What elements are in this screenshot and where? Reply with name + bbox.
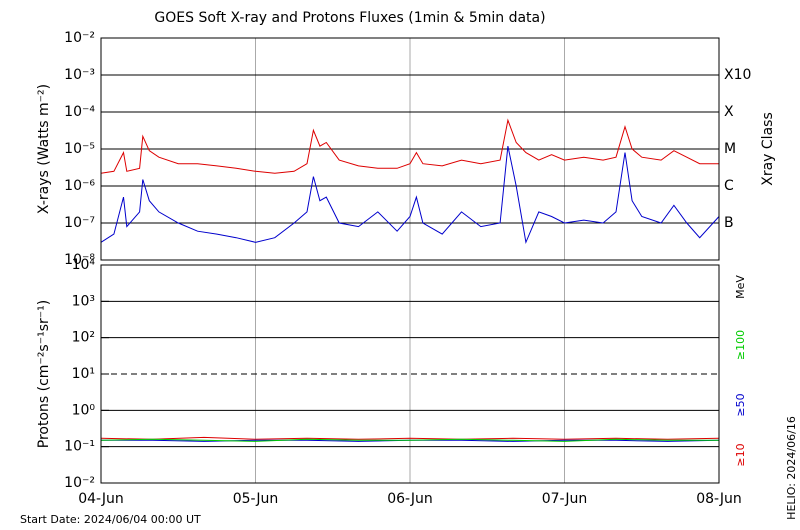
y-tick-label: 10⁻⁷ [64,215,95,231]
y2-tick-label: X10 [724,67,751,83]
series-line [100,145,720,245]
y-tick-label: 10² [72,330,95,346]
stamp: HELIO: 2024/06/16 [785,416,798,520]
chart-title: GOES Soft X-ray and Protons Fluxes (1min… [154,10,545,26]
plot-frame [100,264,720,484]
y-tick-label: 10⁻³ [64,67,95,83]
series-line [100,118,719,174]
x-tick-label: 04-Jun [78,491,124,507]
y-tick-label: 10⁻⁵ [64,141,95,157]
y-tick-label: 10⁰ [72,402,96,418]
y-tick-label: 10⁻¹ [64,439,95,455]
legend-label: ≥50 [734,393,747,416]
y-tick-label: 10⁻² [64,30,95,46]
series-line [100,436,720,440]
y-axis-title: Protons (cm⁻²s⁻¹sr⁻¹) [36,300,52,449]
series-line [100,438,719,442]
legend-label: ≥10 [734,443,747,466]
x-tick-label: 08-Jun [696,491,742,507]
x-tick-label: 07-Jun [542,491,588,507]
unit-label: MeV [734,275,747,299]
footer: Start Date: 2024/06/04 00:00 UT [20,513,201,526]
y-tick-label: 10⁻² [64,475,95,491]
y-axis-title: X-rays (Watts m⁻²) [36,84,52,214]
plot-frame [100,37,720,261]
y-tick-label: 10⁻⁶ [64,178,95,194]
y2-tick-label: M [724,141,736,157]
y2-axis-title: Xray Class [760,112,776,186]
x-tick-label: 05-Jun [233,491,279,507]
y2-tick-label: X [724,104,734,120]
y2-tick-label: B [724,215,734,231]
y-tick-label: 10⁴ [72,257,96,273]
y-tick-label: 10⁻⁸ [64,252,95,268]
x-tick-label: 06-Jun [387,491,433,507]
y-tick-label: 10⁻⁴ [64,104,95,120]
y-tick-label: 10¹ [72,366,95,382]
y-tick-label: 10³ [72,293,95,309]
legend-label: ≥100 [734,330,747,360]
y2-tick-label: C [724,178,734,194]
